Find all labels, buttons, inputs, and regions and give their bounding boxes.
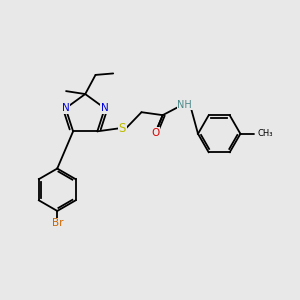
- Text: NH: NH: [177, 100, 192, 110]
- Text: N: N: [101, 103, 109, 113]
- Text: S: S: [119, 122, 126, 135]
- Text: Br: Br: [52, 218, 63, 228]
- Text: CH₃: CH₃: [257, 129, 273, 138]
- Text: O: O: [151, 128, 160, 138]
- Text: N: N: [62, 103, 70, 113]
